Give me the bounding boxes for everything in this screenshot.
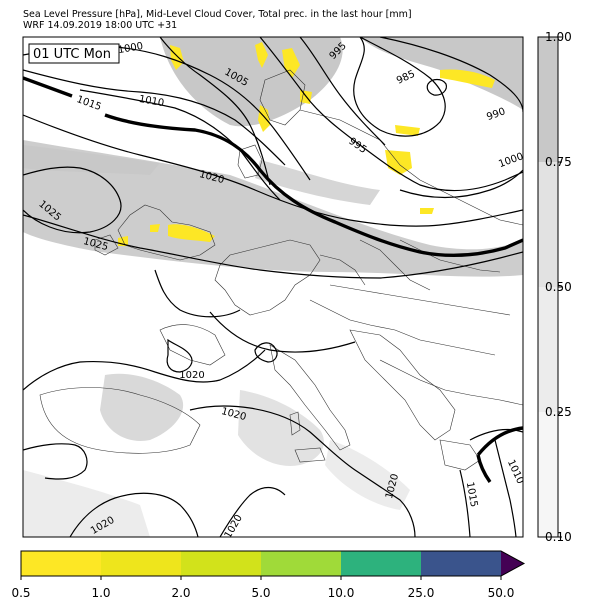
- isobar-label: 1010: [138, 94, 165, 109]
- isobar-label: 1000: [117, 41, 144, 56]
- cloud-colorbar-tick: 0.75: [545, 155, 572, 169]
- precip-colorbar-segment: [101, 551, 181, 576]
- cloud-cover-layer: [23, 37, 523, 537]
- time-label-box: 01 UTC Mon: [28, 43, 120, 64]
- precip-colorbar-tick: 1.0: [91, 586, 111, 600]
- map-panel: 1000 1005 995 985 1010 990 1015 995 1000…: [23, 37, 523, 537]
- precip-colorbar-segment: [21, 551, 101, 576]
- isobar-label: 1015: [464, 481, 479, 508]
- time-label: 01 UTC Mon: [33, 47, 111, 62]
- model-run-subtitle: WRF 14.09.2019 18:00 UTC +31: [23, 20, 178, 31]
- precip-colorbar-segment: [341, 551, 421, 576]
- map-frame: [22, 36, 524, 538]
- precip-colorbar-tick: 5.0: [251, 586, 271, 600]
- precipitation-colorbar: [20, 550, 526, 580]
- cloud-colorbar-tick: 1.00: [545, 30, 572, 44]
- cloud-colorbar-tick: 0.25: [545, 405, 572, 419]
- precip-colorbar-segment: [181, 551, 261, 576]
- precip-colorbar-tick: 50.0: [487, 586, 515, 600]
- precip-colorbar-tick: 25.0: [407, 586, 435, 600]
- cloud-colorbar-tick: 0.50: [545, 280, 572, 294]
- map-title: Sea Level Pressure [hPa], Mid-Level Clou…: [23, 9, 412, 20]
- precip-colorbar-tick: 0.5: [11, 586, 31, 600]
- cloud-colorbar-segment: [538, 37, 558, 162]
- precip-colorbar-segment: [421, 551, 501, 576]
- isobar-label: 1020: [179, 370, 204, 381]
- precip-colorbar-extension: [501, 551, 524, 576]
- precip-colorbar-segment: [261, 551, 341, 576]
- cloud-colorbar-tick: 0.10: [545, 530, 572, 544]
- cloud-cover-colorbar: [537, 36, 562, 538]
- isobars: [23, 37, 523, 537]
- cloud-colorbar-segment: [538, 162, 558, 287]
- cloud-colorbar-segment: [538, 412, 558, 537]
- cloud-colorbar-segment: [538, 287, 558, 412]
- precip-colorbar-tick: 2.0: [171, 586, 191, 600]
- highlighted-isobar: [23, 76, 523, 483]
- precip-colorbar-tick: 10.0: [327, 586, 355, 600]
